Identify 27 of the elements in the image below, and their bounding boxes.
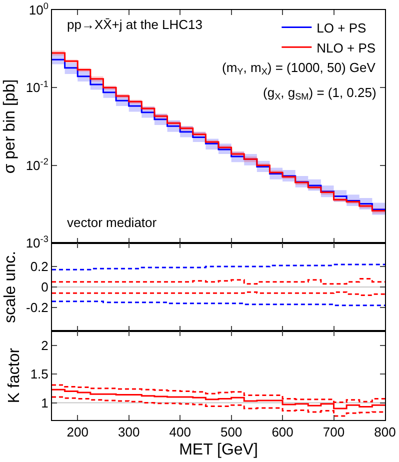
x-axis-title: MET [GeV] bbox=[179, 441, 258, 458]
x-tick-label: 500 bbox=[220, 424, 242, 440]
y-tick-label: 0.2 bbox=[30, 259, 48, 274]
y-tick-label: -0.2 bbox=[26, 300, 48, 316]
x-tick-label: 800 bbox=[374, 424, 396, 440]
y-axis-title: K factor bbox=[6, 347, 24, 404]
y-tick-label: 10$^{-3}$ bbox=[26, 234, 48, 251]
x-tick-label: 300 bbox=[118, 424, 140, 440]
legend-label: LO + PS bbox=[316, 20, 366, 36]
y-axis-title: scale unc. bbox=[2, 250, 19, 324]
y-tick-label: 0 bbox=[41, 280, 48, 295]
y-tick-label: 10$^{0}$ bbox=[28, 1, 48, 18]
y-tick-label: 1.5 bbox=[30, 366, 48, 382]
y-tick-label: 1 bbox=[41, 395, 48, 410]
annotation: (g$_{X}$, g$_{SM}$) = (1, 0.25) bbox=[263, 85, 376, 102]
x-tick-label: 400 bbox=[169, 424, 191, 440]
y-tick-label: 2 bbox=[41, 338, 48, 353]
y-tick-label: 10$^{-2}$ bbox=[26, 156, 48, 173]
annotation: (m$_{Y}$, m$_{X}$) = (1000, 50) GeV bbox=[222, 60, 376, 77]
y-tick-label: 10$^{-1}$ bbox=[26, 78, 48, 96]
x-tick-label: 600 bbox=[272, 424, 294, 440]
x-tick-label: 700 bbox=[322, 424, 345, 440]
legend-label: NLO + PS bbox=[316, 40, 376, 56]
x-tick-label: 200 bbox=[66, 424, 88, 440]
annotation: pp→XX̄+j at the LHC13 bbox=[67, 17, 202, 32]
y-axis-title: σ per bin [pb] bbox=[2, 79, 19, 174]
annotation: vector mediator bbox=[67, 215, 158, 230]
